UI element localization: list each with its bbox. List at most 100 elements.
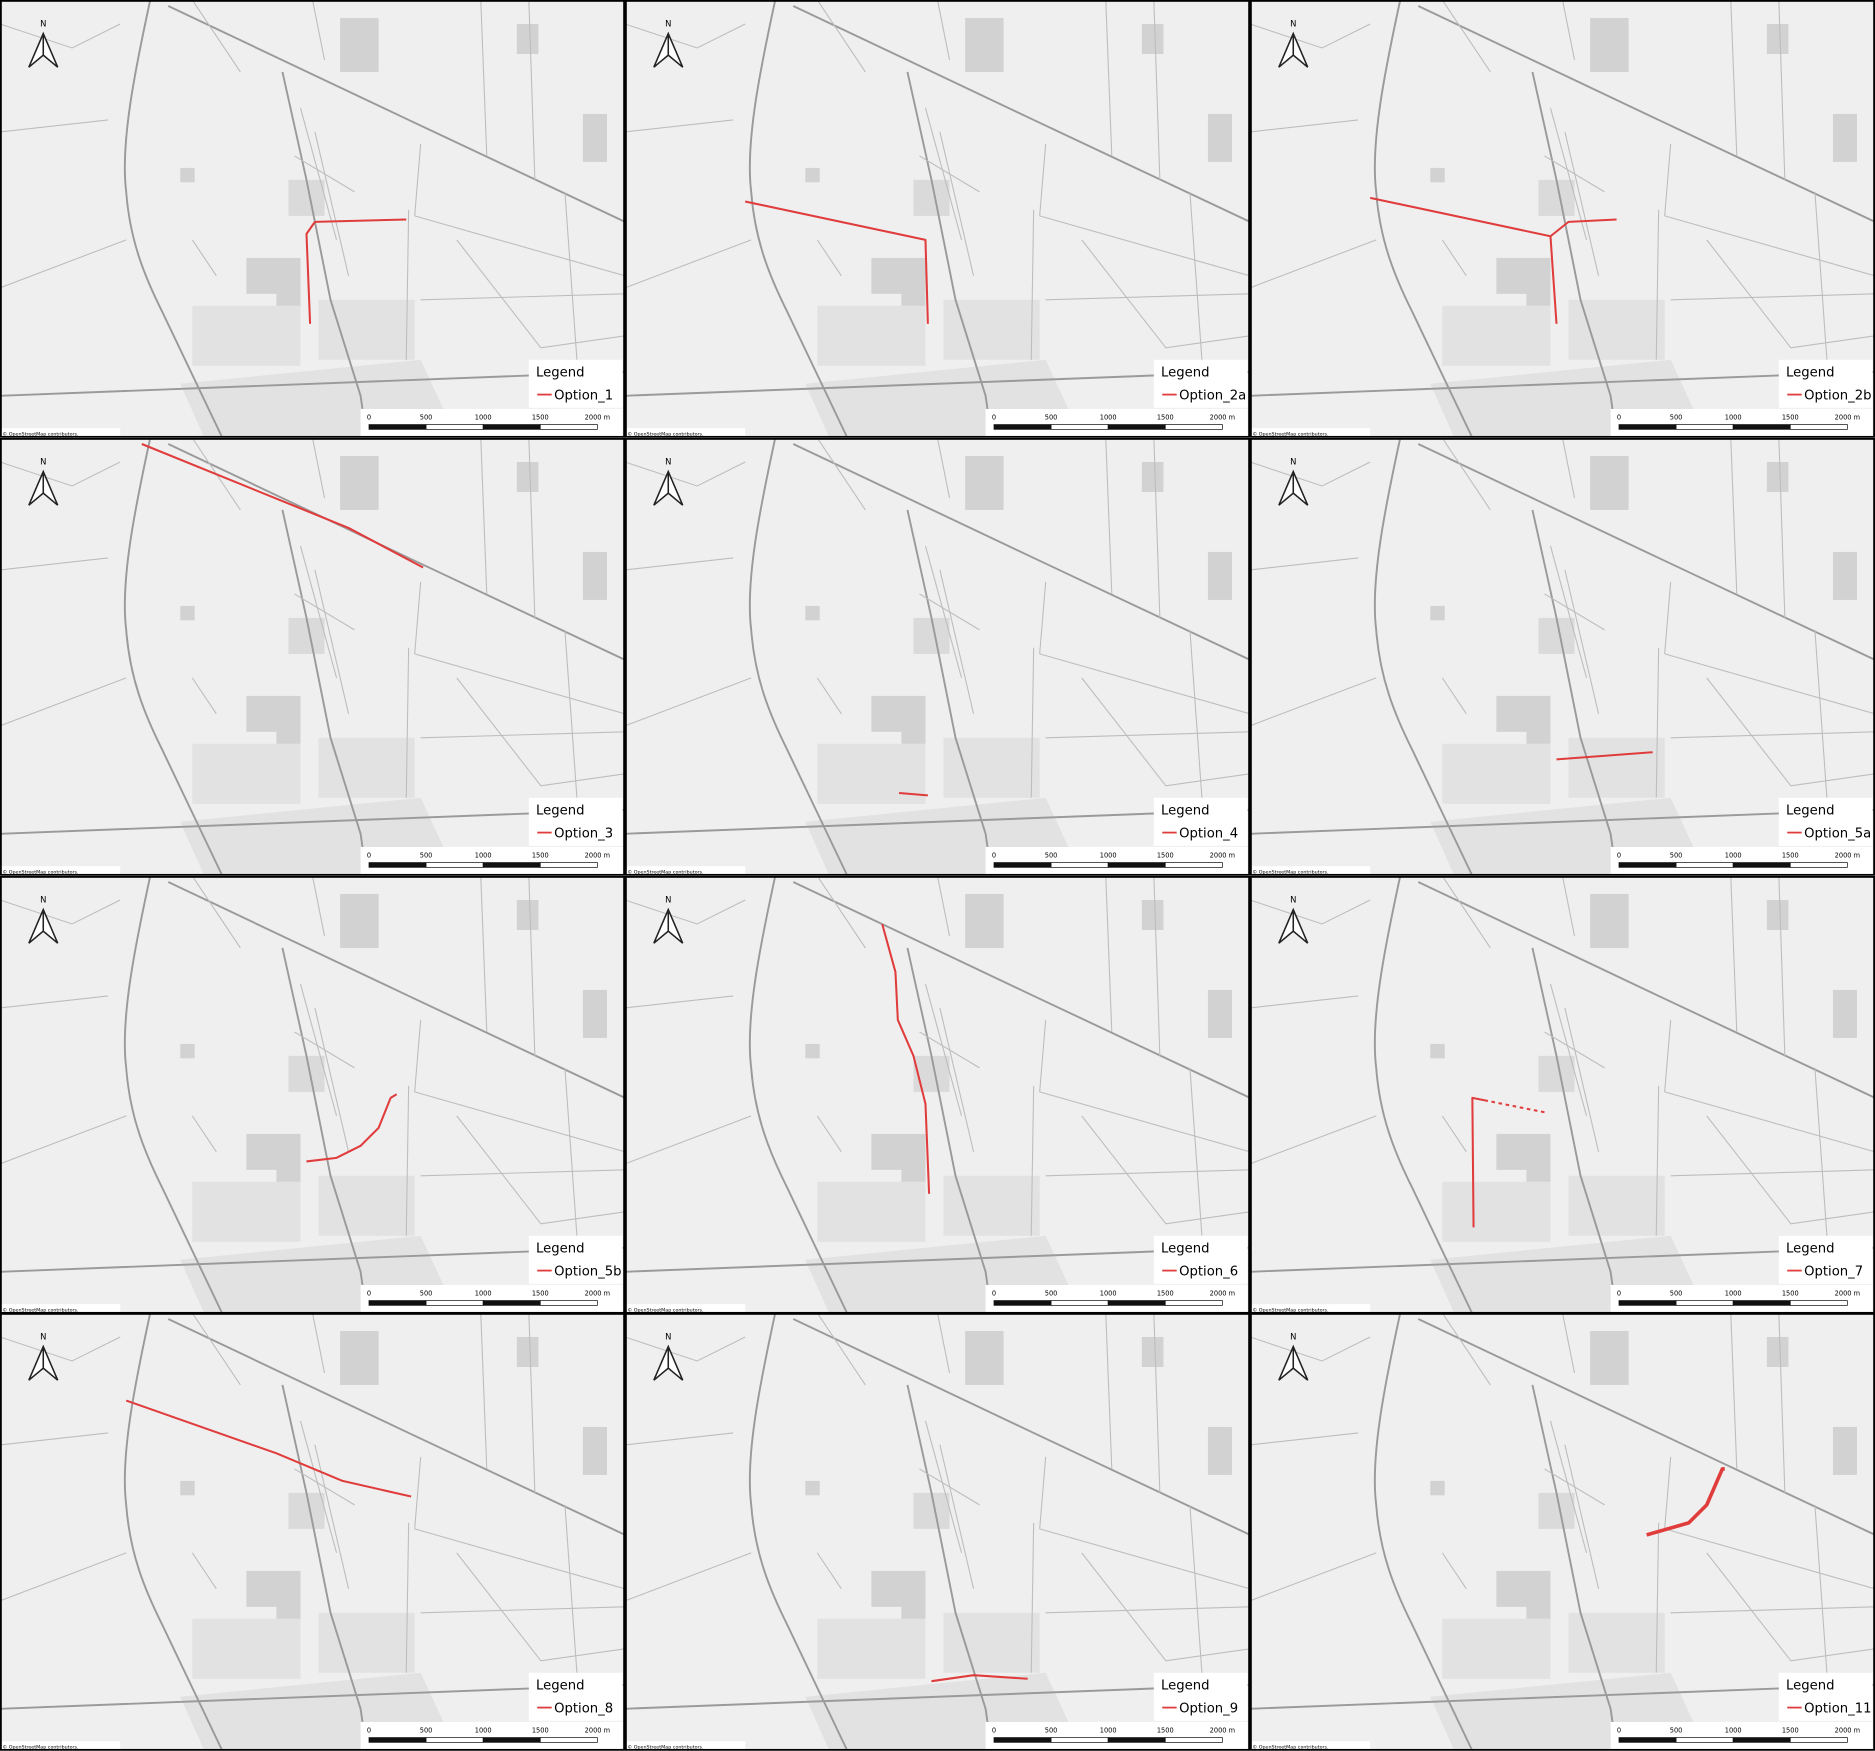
- scale-segment: [540, 425, 597, 430]
- scale-segment: [1676, 1300, 1733, 1305]
- scale-label: 500: [1670, 414, 1683, 422]
- scale-segment: [483, 862, 540, 867]
- scale-segment: [1108, 1300, 1165, 1305]
- north-label: N: [1290, 1332, 1296, 1342]
- scale-label: 1000: [1725, 414, 1742, 422]
- scale-segment: [369, 425, 426, 430]
- scale-label: 500: [1670, 1289, 1683, 1297]
- scale-label: 1500: [1782, 1727, 1799, 1735]
- scale-label: 2000 m: [1210, 852, 1235, 860]
- scale-segment: [1165, 1738, 1222, 1743]
- legend-item: Option_7: [1804, 1264, 1863, 1279]
- north-label: N: [665, 1332, 671, 1342]
- legend-item: Option_4: [1179, 826, 1238, 841]
- scale-segment: [1676, 1738, 1733, 1743]
- scale-label: 0: [992, 1289, 996, 1297]
- scale-label: 500: [1670, 852, 1683, 860]
- legend-title: Legend: [536, 1679, 585, 1694]
- legend-title: Legend: [1161, 803, 1210, 818]
- scale-segment: [1051, 862, 1108, 867]
- scale-label: 1000: [1100, 1289, 1117, 1297]
- scale-label: 1000: [475, 1289, 492, 1297]
- legend-title: Legend: [536, 803, 585, 818]
- scale-label: 1000: [1100, 414, 1117, 422]
- scale-segment: [483, 425, 540, 430]
- scale-segment: [369, 862, 426, 867]
- scale-segment: [1733, 1300, 1790, 1305]
- scale-label: 2000 m: [1210, 1289, 1235, 1297]
- north-label: N: [40, 1332, 46, 1342]
- map-panel: NLegendOption_2b0500100015002000 m© Open…: [1250, 0, 1875, 438]
- scale-label: 1000: [475, 1727, 492, 1735]
- scale-segment: [540, 1738, 597, 1743]
- scale-label: 0: [992, 1727, 996, 1735]
- scale-label: 0: [1617, 1727, 1621, 1735]
- scale-label: 500: [420, 852, 433, 860]
- legend-title: Legend: [1786, 803, 1835, 818]
- scale-label: 1000: [1100, 852, 1117, 860]
- scale-label: 0: [367, 414, 371, 422]
- scale-label: 2000 m: [1210, 1727, 1235, 1735]
- scale-label: 1000: [1100, 1727, 1117, 1735]
- scale-segment: [369, 1300, 426, 1305]
- scale-label: 0: [367, 1289, 371, 1297]
- map-panel: NLegendOption_5b0500100015002000 m© Open…: [0, 876, 625, 1314]
- scale-label: 1500: [532, 1727, 549, 1735]
- legend-title: Legend: [1786, 1241, 1835, 1256]
- scale-segment: [1619, 425, 1676, 430]
- scale-segment: [1790, 1738, 1847, 1743]
- scale-label: 1000: [1725, 852, 1742, 860]
- north-label: N: [40, 894, 46, 904]
- scale-segment: [1051, 425, 1108, 430]
- scale-segment: [1733, 1738, 1790, 1743]
- scale-label: 500: [1045, 1289, 1058, 1297]
- legend-item: Option_2b: [1804, 388, 1871, 403]
- scale-label: 1500: [1782, 852, 1799, 860]
- scale-label: 2000 m: [585, 852, 610, 860]
- scale-label: 1500: [1157, 414, 1174, 422]
- north-label: N: [1290, 456, 1296, 466]
- legend-title: Legend: [1786, 1679, 1835, 1694]
- map-grid: NLegendOption_10500100015002000 m© OpenS…: [0, 0, 1875, 1751]
- scale-label: 1500: [1157, 852, 1174, 860]
- scale-label: 0: [992, 852, 996, 860]
- scale-label: 2000 m: [1210, 414, 1235, 422]
- scale-segment: [1108, 1738, 1165, 1743]
- scale-label: 1500: [1782, 1289, 1799, 1297]
- legend-item: Option_11: [1804, 1702, 1871, 1717]
- scale-segment: [994, 1300, 1051, 1305]
- legend-item: Option_5a: [1804, 826, 1871, 841]
- scale-label: 500: [420, 414, 433, 422]
- scale-segment: [483, 1300, 540, 1305]
- scale-segment: [1051, 1738, 1108, 1743]
- legend-title: Legend: [536, 366, 585, 381]
- scale-label: 0: [367, 852, 371, 860]
- scale-label: 2000 m: [585, 1727, 610, 1735]
- scale-label: 2000 m: [1835, 852, 1860, 860]
- scale-segment: [540, 862, 597, 867]
- scale-segment: [1165, 862, 1222, 867]
- scale-segment: [994, 425, 1051, 430]
- scale-segment: [994, 1738, 1051, 1743]
- scale-label: 2000 m: [585, 414, 610, 422]
- scale-label: 1500: [1157, 1727, 1174, 1735]
- scale-label: 1500: [1782, 414, 1799, 422]
- scale-label: 1000: [475, 852, 492, 860]
- scale-label: 500: [1045, 1727, 1058, 1735]
- scale-segment: [1676, 425, 1733, 430]
- north-label: N: [1290, 894, 1296, 904]
- scale-segment: [1108, 425, 1165, 430]
- legend-title: Legend: [1786, 366, 1835, 381]
- legend-title: Legend: [1161, 366, 1210, 381]
- scale-segment: [1676, 862, 1733, 867]
- north-label: N: [665, 18, 671, 28]
- scale-segment: [1108, 862, 1165, 867]
- scale-segment: [483, 1738, 540, 1743]
- scale-segment: [1619, 862, 1676, 867]
- scale-segment: [369, 1738, 426, 1743]
- scale-label: 500: [1045, 414, 1058, 422]
